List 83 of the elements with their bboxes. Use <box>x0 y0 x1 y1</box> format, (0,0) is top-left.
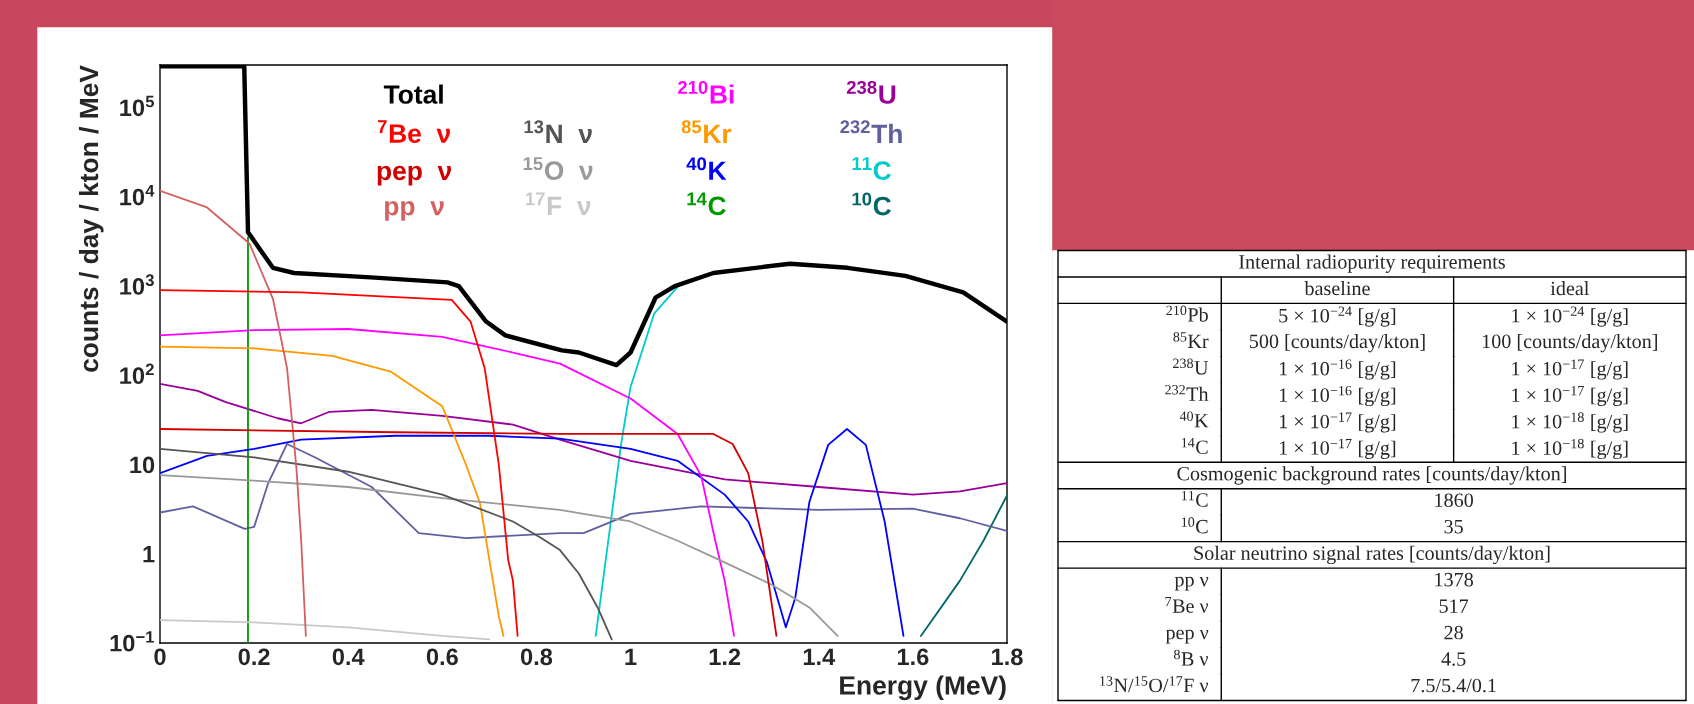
line-series <box>594 285 679 637</box>
line-series <box>160 383 1007 496</box>
text: ideal <box>1550 281 1589 296</box>
text: 4.5 <box>1441 652 1466 666</box>
text: $^{14}$C <box>687 192 726 216</box>
y-tick-label: 10 <box>130 456 155 474</box>
x-tick-label: 0.2 <box>238 648 270 666</box>
line-series <box>160 443 1007 539</box>
text: $^{238}$U <box>1173 358 1209 375</box>
x-tick-label: 1.6 <box>897 648 929 666</box>
text: baseline <box>1304 281 1370 296</box>
text: 1 × 10$^{−18}$ [g/g] <box>1512 412 1628 433</box>
text: 100 [counts/day/kton] <box>1482 333 1657 353</box>
text: $^{210}$Bi <box>678 80 734 104</box>
text: 1 × 10$^{−16}$ [g/g] <box>1279 385 1396 407</box>
text: 1 × 10$^{−17}$ [g/g] <box>1279 412 1396 433</box>
text: 35 <box>1444 519 1463 534</box>
text: $^{85}$Kr <box>681 120 732 143</box>
text: 500 [counts/day/kton] <box>1249 333 1425 353</box>
text: 1378 <box>1435 572 1474 587</box>
line-series <box>160 428 905 637</box>
line-series <box>160 289 519 637</box>
text: 1 × 10$^{−17}$ [g/g] <box>1512 385 1628 407</box>
x-tick-label: 0.4 <box>332 648 365 666</box>
y-tick-label: 10$^{3}$ <box>120 274 154 295</box>
text: $^{232}$Th <box>1165 385 1209 401</box>
text: $^{13}$N ν <box>524 120 592 143</box>
text: $^{11}$C <box>1181 490 1208 507</box>
text: 1 × 10$^{−16}$ [g/g] <box>1279 359 1396 380</box>
text: $^{15}$O ν <box>523 157 593 180</box>
x-tick-label: 0.6 <box>426 648 458 666</box>
y-axis-title: counts / day / kton / MeV <box>78 65 104 372</box>
line-series <box>160 428 778 637</box>
text: $^{14}$C <box>1181 437 1208 454</box>
y-tick-label: 10$^{5}$ <box>120 95 154 117</box>
text: $^{85}$Kr <box>1173 332 1209 348</box>
text: 7.5/5.4/0.1 <box>1411 678 1496 693</box>
y-tick-label: 10$^{4}$ <box>120 185 155 206</box>
line-series <box>160 474 839 637</box>
text: Internal radiopurity requirements <box>1239 254 1505 273</box>
line-series <box>160 619 491 641</box>
text: $^{11}$C <box>852 157 891 180</box>
text: $^{8}$B ν <box>1173 649 1209 666</box>
text: 28 <box>1444 625 1463 640</box>
line-series <box>919 494 1007 637</box>
x-tick-label: 0 <box>154 648 166 666</box>
text: 5 × 10$^{−24}$ [g/g] <box>1279 306 1396 327</box>
text: 1 × 10$^{−17}$ [g/g] <box>1279 438 1396 459</box>
x-tick-label: 1.2 <box>709 648 741 665</box>
text: $^{232}$Th <box>840 120 902 143</box>
y-tick-label: 10$^{−1}$ <box>110 631 154 652</box>
text: pp ν <box>385 200 444 221</box>
text: $^{40}$K <box>1179 411 1209 428</box>
y-tick-label: 10$^{2}$ <box>120 363 154 385</box>
text: 1 × 10$^{−18}$ [g/g] <box>1512 438 1628 460</box>
y-tick-label: 1 <box>143 546 155 563</box>
text: $^{10}$C <box>852 192 891 216</box>
x-tick-label: 1.4 <box>803 648 836 665</box>
x-tick-label: 1.8 <box>992 648 1023 666</box>
text: 1 × 10$^{−24}$ [g/g] <box>1512 306 1628 327</box>
text: $^{238}$U <box>846 80 896 104</box>
line-series <box>160 189 307 637</box>
x-axis-title: Energy (MeV) <box>840 675 1006 701</box>
line-series <box>160 328 735 637</box>
text: pep ν <box>1165 629 1209 644</box>
text: pp ν <box>1174 576 1209 591</box>
text: pep ν <box>377 165 452 186</box>
x-tick-label: 1 <box>625 648 637 665</box>
line-series <box>160 447 613 641</box>
text: $^{13}$N/$^{15}$O/$^{17}$F ν <box>1100 676 1209 693</box>
text: $^{10}$C <box>1181 517 1208 534</box>
text: 1 × 10$^{−17}$ [g/g] <box>1512 359 1628 380</box>
text: Total <box>383 84 443 104</box>
text: $^{7}$Be ν <box>377 120 450 143</box>
line-series <box>160 345 505 637</box>
text: Cosmogenic background rates [counts/day/kton] <box>1177 466 1566 485</box>
text: $^{7}$Be ν <box>1165 596 1209 613</box>
text: 1860 <box>1435 493 1474 507</box>
text: Solar neutrino signal rates [counts/day/kton] <box>1194 545 1550 565</box>
x-tick-label: 0.8 <box>520 648 553 666</box>
text: 517 <box>1439 599 1469 613</box>
text: $^{210}$Pb <box>1166 305 1208 322</box>
text: $^{40}$K <box>686 157 727 180</box>
